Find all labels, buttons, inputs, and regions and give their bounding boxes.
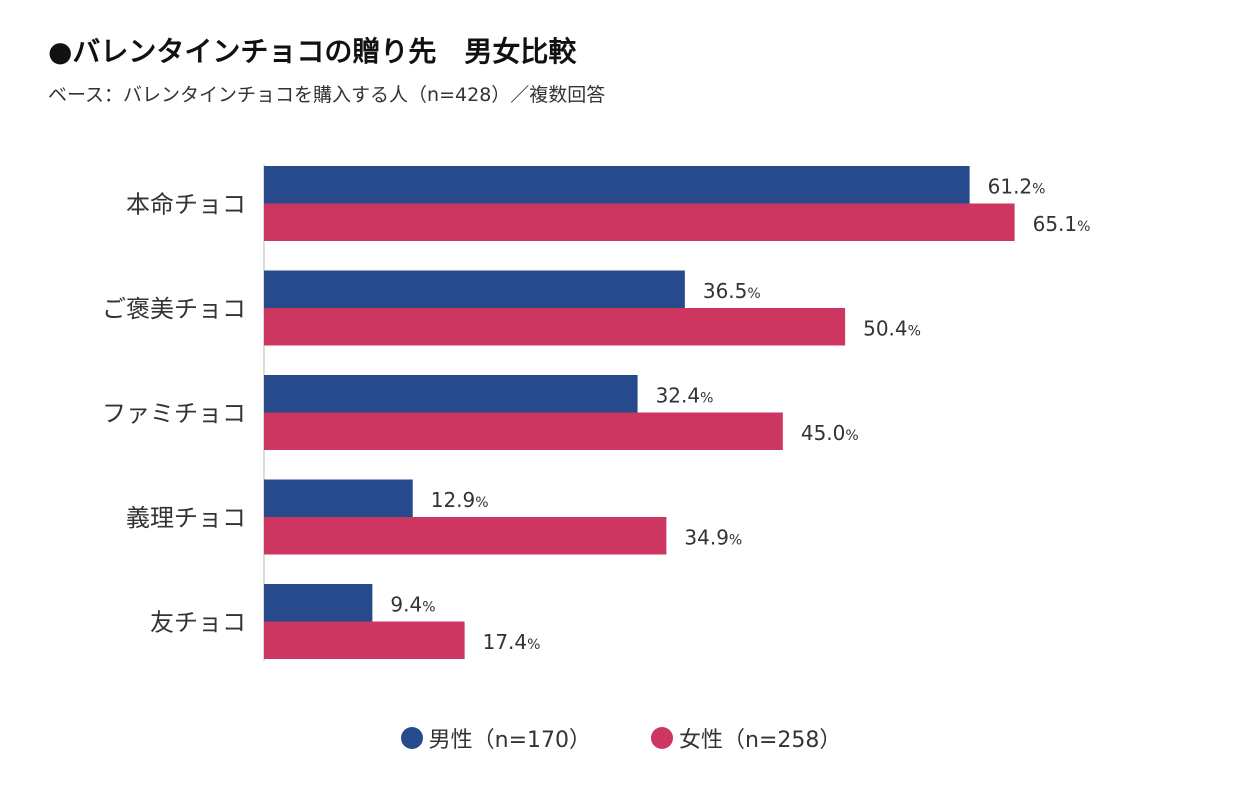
category-label: 本命チョコ (126, 191, 246, 219)
bar-female (264, 517, 667, 555)
chart-subtitle: ベース：バレンタインチョコを購入する人（n=428）／複数回答 (48, 84, 606, 106)
bar-female (264, 412, 783, 450)
value-label-female: 45.0% (801, 421, 859, 445)
category-label: 義理チョコ (126, 504, 246, 532)
category-label: ご褒美チョコ (102, 295, 246, 323)
legend: 男性（n=170） 女性（n=258） (0, 722, 1242, 754)
legend-label-male: 男性（n=170） (428, 728, 591, 753)
value-label-male: 61.2% (988, 175, 1046, 199)
value-label-male: 9.4% (390, 593, 435, 617)
bar-female (264, 621, 465, 659)
bar-male (264, 270, 685, 308)
category-label: ファミチョコ (102, 400, 246, 428)
value-label-male: 36.5% (703, 279, 761, 303)
bar-male (264, 584, 373, 622)
value-label-male: 12.9% (431, 488, 489, 512)
legend-label-female: 女性（n=258） (679, 728, 842, 753)
chart-title: ●バレンタインチョコの贈り先 男女比較 (48, 35, 577, 68)
bar-chart: 本命チョコ 61.2% 65.1% ご褒美チョコ 36.5% 50.4% ファミチョコ 32.… (102, 164, 1091, 661)
category-label: 友チョコ (150, 609, 246, 637)
value-label-female: 34.9% (684, 526, 742, 550)
legend-swatch-female (651, 727, 673, 749)
legend-item-male: 男性（n=170） (400, 722, 591, 754)
value-label-male: 32.4% (656, 384, 714, 408)
legend-swatch-male (400, 727, 423, 749)
bar-female (264, 203, 1015, 241)
bar-male (264, 479, 413, 517)
value-label-female: 50.4% (863, 317, 921, 341)
bar-female (264, 308, 846, 346)
bar-male (264, 166, 970, 204)
bar-male (264, 375, 638, 413)
value-label-female: 65.1% (1033, 212, 1091, 236)
value-label-female: 17.4% (483, 630, 541, 654)
legend-item-female: 女性（n=258） (651, 722, 841, 754)
